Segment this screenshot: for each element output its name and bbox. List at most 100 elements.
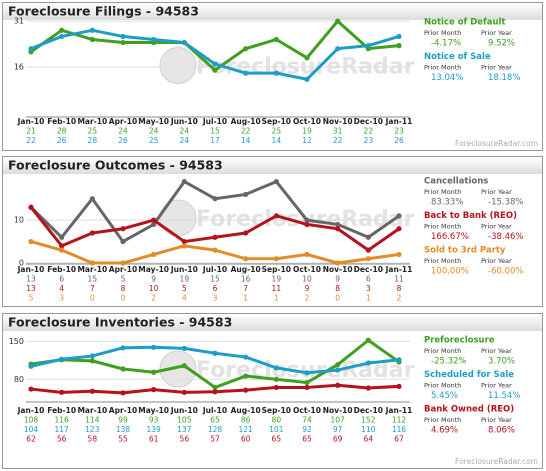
data-point	[212, 384, 218, 391]
prior-month: 13.04%	[431, 73, 463, 83]
data-value: 56	[180, 435, 190, 444]
data-point	[181, 238, 187, 245]
change-label: Prior Year	[481, 188, 512, 196]
prior-year: 8.06%	[488, 426, 515, 436]
x-tick-label: Oct-10	[293, 406, 321, 415]
data-point	[181, 345, 187, 351]
data-point	[89, 36, 95, 43]
data-point	[59, 247, 65, 253]
x-tick-label: May-10	[138, 265, 169, 274]
prior-month: 4.69%	[431, 426, 458, 436]
data-point	[273, 256, 279, 262]
data-point	[273, 36, 279, 43]
data-value: 92	[302, 425, 312, 434]
data-point	[181, 363, 187, 369]
data-point	[151, 369, 157, 375]
change-label: Prior Year	[481, 223, 512, 231]
data-point	[151, 217, 157, 223]
data-point	[273, 213, 279, 219]
y-tick-label: 150	[9, 337, 24, 346]
data-point	[396, 226, 402, 232]
x-tick-label: Mar-10	[77, 265, 107, 274]
x-tick-label: May-10	[138, 117, 169, 126]
data-point	[89, 230, 95, 236]
y-tick-label: 0	[19, 259, 24, 268]
data-point	[365, 247, 371, 253]
data-point	[243, 256, 249, 262]
data-point	[120, 345, 126, 351]
data-point	[212, 350, 218, 356]
data-point	[243, 230, 249, 236]
prior-year: 11.54%	[488, 391, 520, 401]
data-point	[365, 360, 371, 366]
x-tick-label: Jan-10	[17, 406, 45, 415]
data-point	[243, 387, 249, 393]
legend-name: Notice of Sale	[424, 52, 491, 62]
data-point	[212, 247, 218, 253]
data-point	[335, 221, 341, 228]
data-value: 6	[366, 275, 371, 284]
data-point	[120, 226, 126, 232]
prior-month: -4.17%	[431, 39, 461, 49]
data-value: 93	[149, 416, 159, 425]
data-value: 114	[85, 416, 100, 425]
data-value: 2	[305, 294, 310, 303]
x-tick-label: Jul-10	[202, 265, 227, 274]
x-tick-label: Jul-10	[202, 117, 227, 126]
data-value: 24	[180, 127, 190, 136]
data-value: 24	[149, 127, 159, 136]
data-value: 5	[121, 275, 126, 284]
change-label: Prior Year	[481, 257, 512, 265]
data-value: 15	[210, 127, 220, 136]
data-point	[335, 18, 341, 24]
data-value: 4	[59, 284, 64, 293]
data-point	[151, 344, 157, 350]
x-tick-label: Apr-10	[109, 265, 137, 274]
x-tick-label: May-10	[138, 406, 169, 415]
data-value: 22	[333, 136, 343, 145]
legend-name: Scheduled for Sale	[424, 370, 514, 380]
data-point	[304, 379, 310, 386]
data-value: 55	[118, 435, 128, 444]
x-tick-label: Feb-10	[47, 406, 76, 415]
data-value: 26	[394, 136, 404, 145]
data-point	[273, 365, 279, 371]
data-point	[28, 386, 34, 392]
data-point	[28, 204, 34, 210]
data-value: 107	[331, 416, 346, 425]
data-value: 13	[26, 284, 36, 293]
legend-name: Notice of Default	[424, 18, 505, 28]
footer: ForeclosureRadar.com	[455, 139, 538, 148]
data-point	[304, 217, 310, 223]
legend-name: Cancellations	[424, 177, 488, 187]
data-value: 137	[177, 425, 192, 434]
data-value: 65	[302, 435, 312, 444]
prior-month: 5.45%	[431, 391, 458, 401]
data-value: 116	[392, 425, 407, 434]
data-point	[59, 356, 65, 362]
x-tick-label: Apr-10	[109, 406, 137, 415]
data-value: 0	[121, 294, 126, 303]
data-value: 60	[241, 435, 251, 444]
data-point	[304, 76, 310, 82]
data-point	[59, 389, 65, 395]
data-value: 65	[210, 416, 220, 425]
prior-year: 18.18%	[488, 73, 520, 83]
x-tick-label: Nov-10	[323, 406, 353, 415]
title-bar	[3, 314, 542, 331]
data-value: 2	[397, 294, 402, 303]
x-tick-label: Jan-10	[17, 117, 45, 126]
data-value: 0	[90, 294, 95, 303]
data-value: 31	[333, 127, 343, 136]
data-point	[304, 55, 310, 61]
data-value: 105	[177, 416, 192, 425]
data-value: 25	[272, 127, 282, 136]
data-point	[181, 243, 187, 249]
data-point	[365, 337, 371, 343]
data-point	[243, 354, 249, 360]
x-tick-label: Jul-10	[202, 406, 227, 415]
change-label: Prior Year	[481, 382, 512, 390]
data-value: 3	[59, 294, 64, 303]
prior-year: 9.52%	[488, 39, 515, 49]
